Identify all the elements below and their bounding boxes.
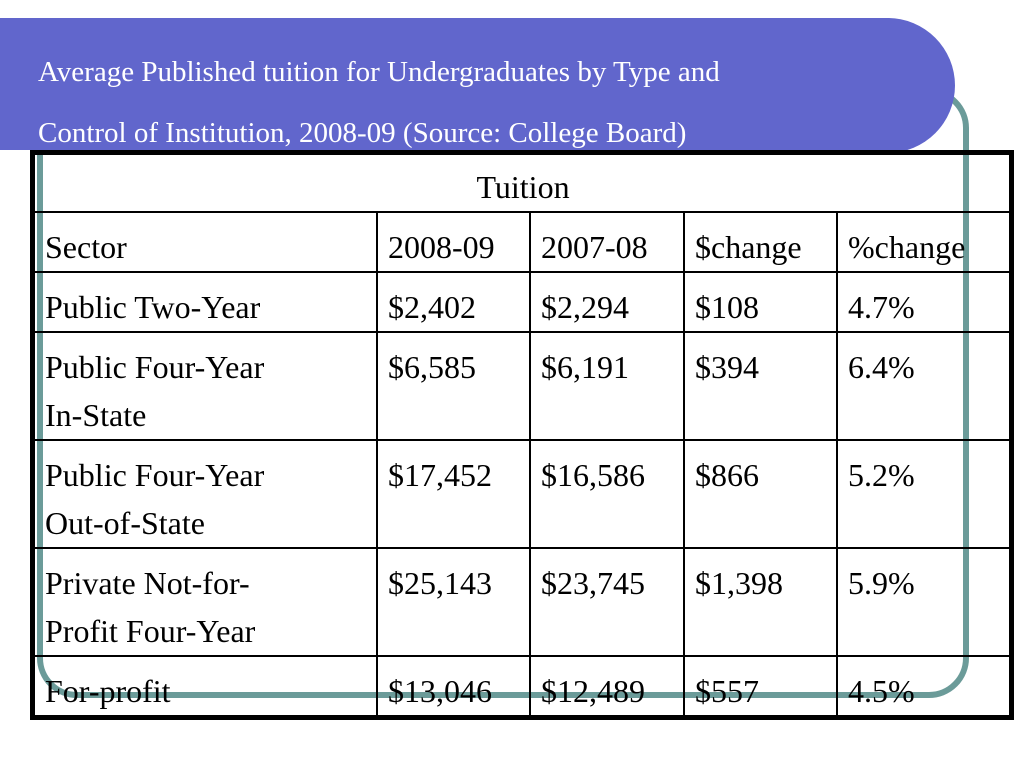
cell-2008-09: $13,046 bbox=[376, 655, 531, 717]
cell-2008-09: $2,402 bbox=[376, 271, 531, 333]
cell-sector: For-profit bbox=[33, 655, 378, 717]
cell-dollar-change: $1,398 bbox=[683, 547, 838, 657]
title-banner: Average Published tuition for Undergradu… bbox=[0, 18, 955, 154]
cell-dollar-change: $866 bbox=[683, 439, 838, 549]
slide-title-line-1: Average Published tuition for Undergradu… bbox=[38, 56, 720, 88]
cell-percent-change: 4.7% bbox=[835, 271, 1012, 333]
table-group-header-row: Tuition bbox=[32, 153, 1012, 213]
cell-2007-08: $6,191 bbox=[529, 331, 685, 441]
column-header-2007-08: 2007-08 bbox=[529, 211, 685, 273]
cell-dollar-change: $394 bbox=[683, 331, 838, 441]
table-row: Public Four-Year In-State $6,585 $6,191 … bbox=[33, 331, 1012, 441]
cell-2007-08: $12,489 bbox=[529, 655, 685, 717]
table-row: For-profit $13,046 $12,489 $557 4.5% bbox=[33, 655, 1012, 717]
sector-line-1: Private Not-for- bbox=[45, 565, 250, 601]
table-row: Public Four-Year Out-of-State $17,452 $1… bbox=[33, 439, 1012, 549]
sector-line-1: Public Four-Year bbox=[45, 457, 265, 493]
cell-percent-change: 6.4% bbox=[835, 331, 1012, 441]
table-header-row: Sector 2008-09 2007-08 $change %change bbox=[33, 211, 1012, 273]
cell-dollar-change: $557 bbox=[683, 655, 838, 717]
group-header-tuition: Tuition bbox=[32, 153, 1012, 213]
column-header-dollar-change: $change bbox=[683, 211, 838, 273]
cell-2008-09: $17,452 bbox=[376, 439, 531, 549]
column-header-sector: Sector bbox=[33, 211, 378, 273]
cell-percent-change: 5.2% bbox=[835, 439, 1012, 549]
cell-sector: Private Not-for- Profit Four-Year bbox=[33, 547, 378, 657]
table-row: Private Not-for- Profit Four-Year $25,14… bbox=[33, 547, 1012, 657]
column-header-2008-09: 2008-09 bbox=[376, 211, 531, 273]
cell-2008-09: $25,143 bbox=[376, 547, 531, 657]
sector-line-2: Out-of-State bbox=[45, 505, 205, 541]
slide-title-line-2: Control of Institution, 2008-09 (Source:… bbox=[38, 117, 687, 149]
sector-line-1: Public Two-Year bbox=[45, 289, 261, 325]
cell-sector: Public Four-Year Out-of-State bbox=[33, 439, 378, 549]
cell-sector: Public Two-Year bbox=[33, 271, 378, 333]
cell-2007-08: $16,586 bbox=[529, 439, 685, 549]
cell-2008-09: $6,585 bbox=[376, 331, 531, 441]
slide-title: Average Published tuition for Undergradu… bbox=[38, 42, 918, 164]
cell-percent-change: 5.9% bbox=[835, 547, 1012, 657]
cell-2007-08: $2,294 bbox=[529, 271, 685, 333]
title-underline bbox=[0, 150, 905, 154]
sector-line-1: For-profit bbox=[45, 673, 171, 709]
cell-percent-change: 4.5% bbox=[835, 655, 1012, 717]
sector-line-2: In-State bbox=[45, 397, 147, 433]
cell-sector: Public Four-Year In-State bbox=[33, 331, 378, 441]
cell-2007-08: $23,745 bbox=[529, 547, 685, 657]
column-header-percent-change: %change bbox=[835, 211, 1012, 273]
sector-line-1: Public Four-Year bbox=[45, 349, 265, 385]
table-row: Public Two-Year $2,402 $2,294 $108 4.7% bbox=[33, 271, 1012, 333]
cell-dollar-change: $108 bbox=[683, 271, 838, 333]
sector-line-2: Profit Four-Year bbox=[45, 613, 256, 649]
tuition-table-wrapper: Tuition Sector 2008-09 2007-08 $change %… bbox=[29, 150, 1015, 720]
tuition-table: Tuition Sector 2008-09 2007-08 $change %… bbox=[29, 150, 1015, 720]
